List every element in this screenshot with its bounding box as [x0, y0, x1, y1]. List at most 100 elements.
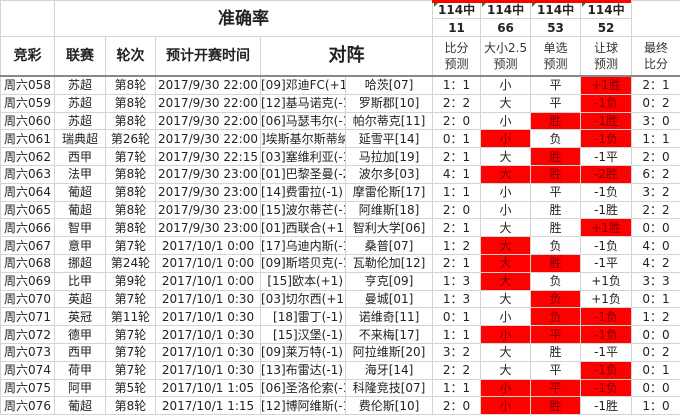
cell-away-team[interactable]: 海牙[14]	[344, 360, 434, 380]
cell-single-pred[interactable]: 平	[530, 93, 582, 113]
col-header-single-pred[interactable]: 单选 预测	[530, 36, 582, 77]
cell-ou-pred[interactable]: 大	[480, 236, 532, 255]
cell-round[interactable]: 第7轮	[105, 325, 156, 344]
cell-league[interactable]: 德甲	[54, 325, 106, 344]
cell-home-team[interactable]: [01]巴黎圣曼(-2)	[260, 164, 346, 184]
cell-away-team[interactable]: 智利大学[06]	[344, 218, 434, 238]
cell-ou-pred[interactable]: 小	[480, 378, 532, 398]
cell-league[interactable]: 苏超	[54, 93, 106, 113]
cell-ou-pred[interactable]: 小	[480, 396, 532, 416]
cell-lottery-id[interactable]: 周六072	[0, 325, 55, 344]
cell-handicap-pred[interactable]: -1负	[580, 182, 633, 202]
cell-round[interactable]: 第8轮	[105, 164, 156, 184]
cell-time[interactable]: 2017/9/30 23:00	[155, 164, 261, 184]
cell-away-team[interactable]: 诺维奇[11]	[344, 307, 434, 327]
cell-home-team[interactable]: [09]莱万特(-1)	[260, 342, 346, 362]
cell-league[interactable]: 葡超	[54, 396, 106, 416]
cell-handicap-pred[interactable]: -2胜	[580, 164, 633, 184]
cell-handicap-pred[interactable]: -1负	[580, 307, 633, 327]
accuracy-label-ou[interactable]: 114中	[480, 0, 532, 19]
cell-home-team[interactable]: [01]西联合(+1)	[260, 218, 346, 238]
cell-single-pred[interactable]: 胜	[530, 164, 582, 184]
cell-final-score[interactable]: 2：1	[631, 75, 680, 95]
cell-league[interactable]: 法甲	[54, 164, 106, 184]
cell-home-team[interactable]: [06]圣洛伦索(-1)	[260, 378, 346, 398]
cell-home-team[interactable]: [12]博阿维斯(-1)	[260, 396, 346, 416]
cell-score-pred[interactable]: 4：1	[432, 164, 482, 184]
cell-final-score[interactable]: 1：1	[631, 129, 680, 149]
cell-round[interactable]: 第7轮	[105, 342, 156, 362]
cell-time[interactable]: 2017/9/30 22:00	[155, 129, 261, 149]
cell-home-team[interactable]: [15]波尔蒂芒(-1)	[260, 200, 346, 220]
cell-time[interactable]: 2017/10/1 0:30	[155, 289, 261, 309]
cell-lottery-id[interactable]: 周六059	[0, 93, 55, 113]
cell-ou-pred[interactable]: 大	[480, 93, 532, 113]
cell-lottery-id[interactable]: 周六069	[0, 271, 55, 291]
cell-away-team[interactable]: 摩雷伦斯[17]	[344, 182, 434, 202]
cell-handicap-pred[interactable]: -1胜	[580, 396, 633, 416]
cell-league[interactable]: 意甲	[54, 236, 106, 255]
cell-final-score[interactable]: 0：2	[631, 342, 680, 362]
cell-time[interactable]: 2017/10/1 0:30	[155, 360, 261, 380]
accuracy-label-single[interactable]: 114中	[530, 0, 582, 19]
cell-away-team[interactable]: 帕尔蒂克[11]	[344, 111, 434, 131]
cell-final-score[interactable]: 0：1	[631, 289, 680, 309]
cell-home-team[interactable]: [13]布雷达(-1)	[260, 360, 346, 380]
cell-away-team[interactable]: 桑普[07]	[344, 236, 434, 255]
cell-ou-pred[interactable]: 大	[480, 271, 532, 291]
cell-score-pred[interactable]: 1：2	[432, 236, 482, 255]
cell-away-team[interactable]: 曼城[01]	[344, 289, 434, 309]
cell-round[interactable]: 第7轮	[105, 289, 156, 309]
cell-single-pred[interactable]: 平	[530, 75, 582, 95]
accuracy-value-score[interactable]: 11	[432, 18, 482, 37]
cell-league[interactable]: 葡超	[54, 200, 106, 220]
cell-round[interactable]: 第24轮	[105, 253, 156, 273]
cell-single-pred[interactable]: 胜	[530, 218, 582, 238]
cell-handicap-pred[interactable]: -1负	[580, 129, 633, 149]
cell-league[interactable]: 苏超	[54, 75, 106, 95]
col-header-time[interactable]: 预计开赛时间	[155, 36, 261, 77]
cell-away-team[interactable]: 费伦斯[10]	[344, 396, 434, 416]
accuracy-value-ou[interactable]: 66	[480, 18, 532, 37]
cell-handicap-pred[interactable]: +1负	[580, 271, 633, 291]
cell-ou-pred[interactable]: 小	[480, 182, 532, 202]
cell-lottery-id[interactable]: 周六068	[0, 253, 55, 273]
cell-round[interactable]: 第8轮	[105, 200, 156, 220]
col-header-ou-pred[interactable]: 大小2.5 预测	[480, 36, 532, 77]
cell-league[interactable]: 挪超	[54, 253, 106, 273]
cell-time[interactable]: 2017/10/1 0:00	[155, 271, 261, 291]
cell-handicap-pred[interactable]: -1负	[580, 360, 633, 380]
col-header-league[interactable]: 联赛	[54, 36, 106, 77]
cell-final-score[interactable]: 1：0	[631, 396, 680, 416]
cell-ou-pred[interactable]: 大	[480, 360, 532, 380]
cell-league[interactable]: 智甲	[54, 218, 106, 238]
cell-lottery-id[interactable]: 周六070	[0, 289, 55, 309]
cell-score-pred[interactable]: 1：3	[432, 289, 482, 309]
cell-handicap-pred[interactable]: -1平	[580, 342, 633, 362]
cell-ou-pred[interactable]: 大	[480, 289, 532, 309]
cell-round[interactable]: 第9轮	[105, 271, 156, 291]
cell-lottery-id[interactable]: 周六061	[0, 129, 55, 149]
cell-home-team[interactable]: ]埃斯基尔斯蒂纳(	[260, 129, 346, 149]
cell-away-team[interactable]: 延雪平[14]	[344, 129, 434, 149]
cell-round[interactable]: 第8轮	[105, 93, 156, 113]
cell-ou-pred[interactable]: 小	[480, 200, 532, 220]
cell-home-team[interactable]: [06]马瑟韦尔(-1)	[260, 111, 346, 131]
cell-ou-pred[interactable]: 小	[480, 307, 532, 327]
cell-handicap-pred[interactable]: +1胜	[580, 218, 633, 238]
cell-away-team[interactable]: 波尔多[03]	[344, 164, 434, 184]
cell-ou-pred[interactable]: 大	[480, 218, 532, 238]
accuracy-value-single[interactable]: 53	[530, 18, 582, 37]
cell-score-pred[interactable]: 2：0	[432, 200, 482, 220]
cell-final-score[interactable]: 3：3	[631, 271, 680, 291]
cell-league[interactable]: 英冠	[54, 307, 106, 327]
cell-round[interactable]: 第8轮	[105, 111, 156, 131]
cell-ou-pred[interactable]: 大	[480, 253, 532, 273]
cell-away-team[interactable]: 哈茨[07]	[344, 75, 434, 95]
cell-round[interactable]: 第7轮	[105, 236, 156, 255]
cell-final-score[interactable]: 1：2	[631, 307, 680, 327]
accuracy-label-score[interactable]: 114中	[432, 0, 482, 19]
cell-final-score[interactable]: 4：2	[631, 253, 680, 273]
cell-lottery-id[interactable]: 周六076	[0, 396, 55, 416]
cell-single-pred[interactable]: 胜	[530, 147, 582, 166]
